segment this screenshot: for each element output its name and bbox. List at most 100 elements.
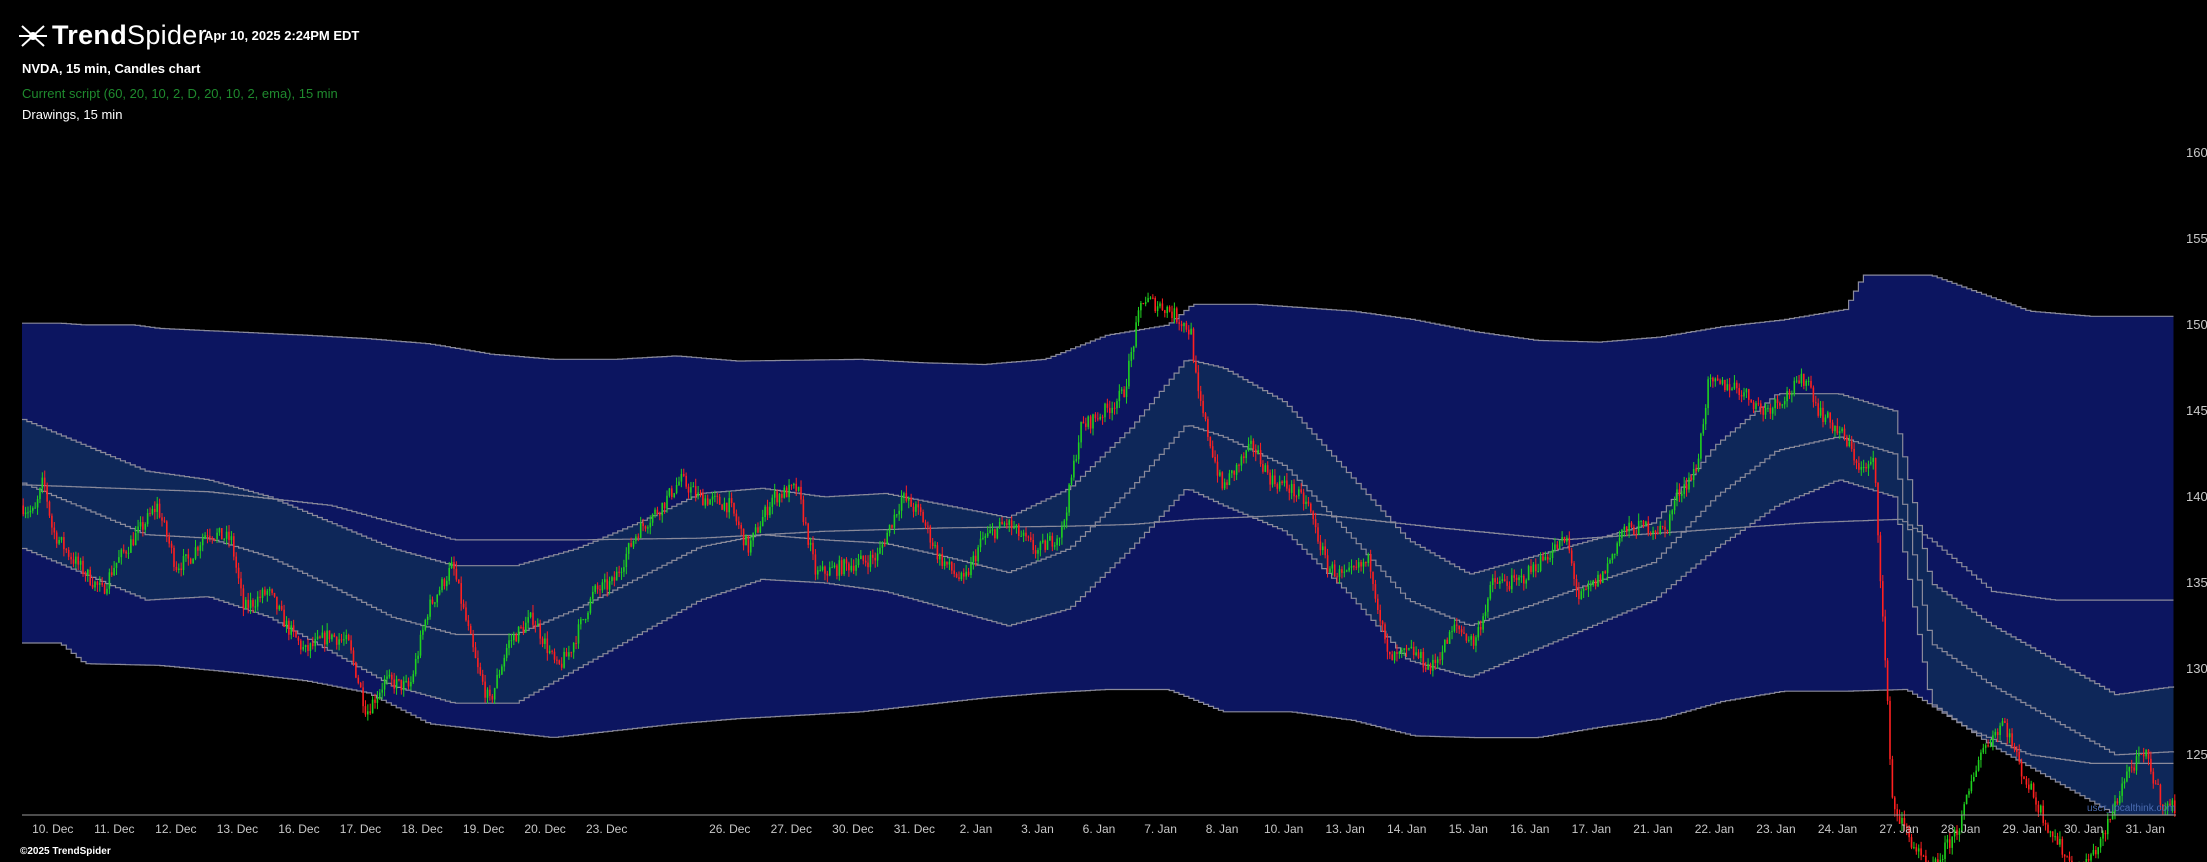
- candle-body: [1556, 544, 1559, 549]
- candle-body: [1681, 494, 1683, 496]
- candle-body: [525, 622, 527, 633]
- candle-body: [467, 620, 470, 626]
- candle-body: [2157, 783, 2159, 785]
- candle-body: [2109, 818, 2111, 820]
- candle-body: [1190, 328, 1192, 335]
- candle-body: [1906, 825, 1908, 828]
- candle-body: [1018, 524, 1020, 536]
- candle-body: [903, 493, 905, 498]
- candle-body: [965, 571, 967, 577]
- candle-body: [1128, 360, 1130, 387]
- candle-body: [1621, 529, 1623, 538]
- candle-body: [1372, 571, 1374, 585]
- candle-body: [1862, 467, 1865, 468]
- candle-body: [596, 585, 599, 590]
- legend-script[interactable]: Current script (60, 20, 10, 2, D, 20, 10…: [22, 86, 338, 101]
- legend-drawings[interactable]: Drawings, 15 min: [22, 107, 123, 122]
- candle-body: [886, 532, 888, 545]
- candle-body: [1393, 652, 1396, 661]
- candle-body: [479, 667, 482, 675]
- candle-body: [1661, 525, 1664, 527]
- candle-body: [2042, 805, 2044, 823]
- candle-body: [843, 559, 845, 575]
- candle-body: [1733, 382, 1736, 389]
- candle-body: [1535, 564, 1537, 572]
- candle-body: [1271, 475, 1274, 485]
- legend-main[interactable]: NVDA, 15 min, Candles chart: [22, 61, 201, 76]
- y-axis[interactable]: 160.00 155.00 150.00 145.00 140.00 135.00 130.…: [2186, 145, 2207, 762]
- watermark: user_localthink.com: [2087, 803, 2176, 814]
- candle-body: [721, 504, 723, 510]
- candle-body: [517, 626, 520, 642]
- candle-body: [855, 565, 857, 571]
- candle-body: [1269, 472, 1271, 485]
- candle-body: [1097, 418, 1099, 420]
- candle-body: [254, 606, 257, 608]
- candle-body: [2095, 850, 2097, 855]
- candle-body: [714, 495, 716, 497]
- candle-body: [1496, 582, 1499, 584]
- candle-body: [970, 562, 972, 576]
- candle-body: [1417, 652, 1420, 658]
- candle-body: [1209, 436, 1212, 447]
- candle-body: [1843, 428, 1846, 437]
- candle-body: [1338, 569, 1341, 577]
- candle-body: [41, 477, 44, 489]
- candle-body: [1992, 735, 1994, 746]
- candle-body: [1185, 323, 1188, 330]
- candle-body: [979, 538, 982, 548]
- candle-body: [819, 569, 821, 571]
- candle-body: [2154, 783, 2157, 785]
- candle-body: [2040, 805, 2042, 813]
- candle-body: [1523, 575, 1525, 584]
- candle-body: [1518, 577, 1520, 581]
- candle-body: [2169, 803, 2171, 806]
- candle-body: [1822, 407, 1824, 422]
- candle-body: [1803, 373, 1805, 386]
- candle-body: [1369, 554, 1372, 572]
- candle-body: [647, 527, 649, 529]
- candle-body: [958, 577, 960, 579]
- candle-body: [654, 509, 656, 515]
- candle-body: [1640, 520, 1642, 522]
- candle-body: [1168, 306, 1171, 312]
- candle-body: [185, 554, 187, 556]
- candle-body: [331, 634, 333, 640]
- candle-body: [367, 711, 369, 715]
- candle-body: [2171, 800, 2174, 806]
- candle-body: [1310, 503, 1312, 512]
- candle-body: [592, 591, 594, 599]
- candle-body: [1879, 535, 1882, 582]
- candle-body: [300, 640, 302, 650]
- candle-body: [1676, 489, 1678, 501]
- candle-body: [836, 565, 838, 576]
- candle-body: [1570, 550, 1573, 564]
- candle-body: [996, 527, 999, 539]
- x-tick-label: 12. Dec: [155, 822, 196, 836]
- candle-body: [1434, 659, 1437, 663]
- candle-body: [1013, 527, 1015, 529]
- candle-body: [359, 682, 362, 688]
- candle-body: [1398, 651, 1401, 654]
- candle-body: [1377, 598, 1379, 610]
- candle-body: [924, 522, 927, 526]
- candle-body: [350, 640, 352, 651]
- candle-body: [1812, 387, 1815, 403]
- candle-body: [649, 522, 652, 528]
- candle-body: [1345, 570, 1348, 572]
- x-axis[interactable]: 10. Dec 11. Dec 12. Dec 13. Dec 16. Dec 17. D…: [22, 814, 2176, 836]
- candle-body: [84, 574, 87, 576]
- candle-body: [1264, 465, 1267, 472]
- candle-body: [627, 543, 630, 554]
- candle-body: [675, 485, 678, 494]
- candle-body: [1542, 556, 1544, 561]
- candle-body: [1980, 752, 1982, 760]
- candle-body: [1235, 464, 1238, 475]
- candle-body: [1357, 562, 1360, 568]
- candle-body: [32, 508, 34, 511]
- candle-body: [1460, 629, 1463, 633]
- candle-body: [912, 506, 915, 512]
- candle-body: [1867, 464, 1870, 469]
- candle-body: [2114, 801, 2116, 812]
